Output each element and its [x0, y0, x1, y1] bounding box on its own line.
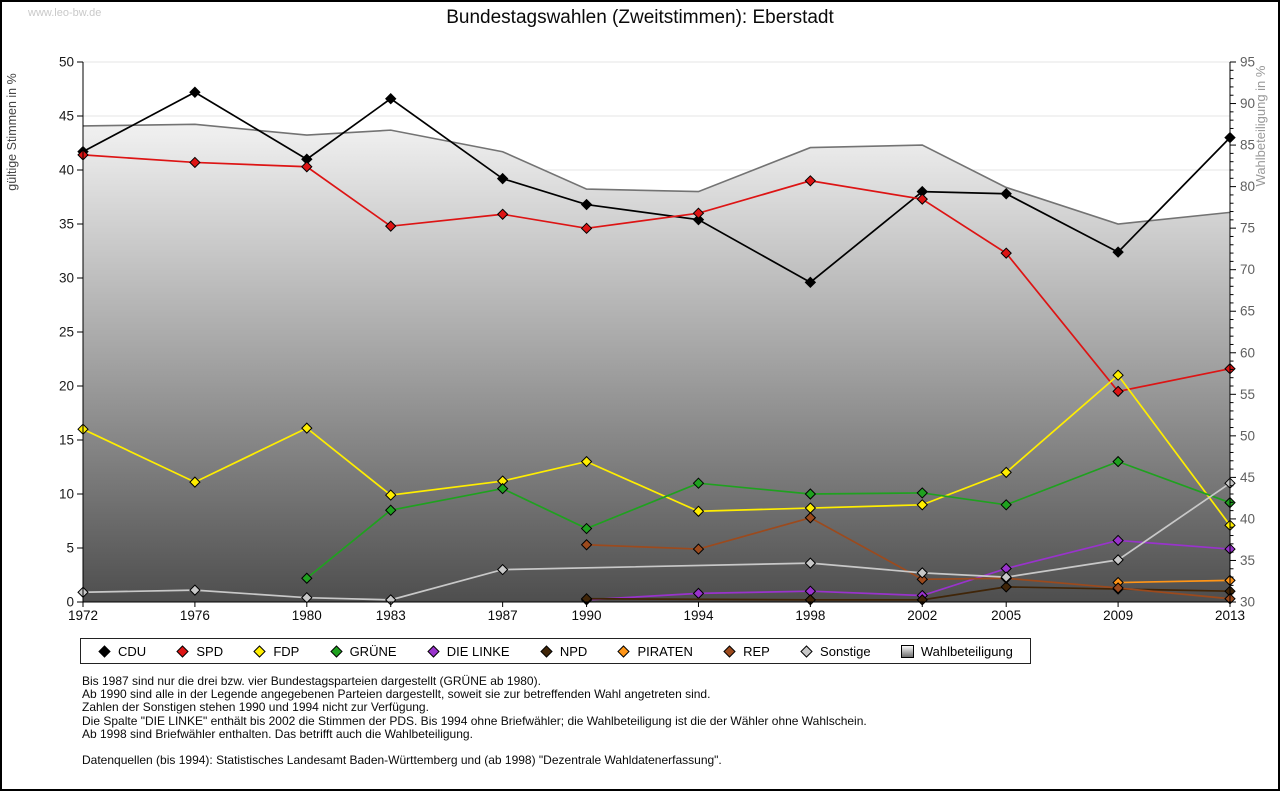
svg-text:1983: 1983 — [376, 608, 406, 623]
svg-text:1990: 1990 — [572, 608, 602, 623]
svg-text:20: 20 — [59, 379, 74, 394]
legend-swatch-rep — [723, 644, 736, 658]
svg-text:40: 40 — [1240, 511, 1255, 526]
legend: CDU SPD FDP GRÜNE DIE LINKE NPD PIRATEN REP Sons… — [80, 638, 1031, 664]
footnote-line-4: Die Spalte "DIE LINKE" enthält bis 2002 … — [82, 713, 867, 728]
svg-text:75: 75 — [1240, 221, 1255, 236]
legend-label: Sonstige — [820, 643, 871, 659]
legend-swatch-npd — [540, 644, 553, 658]
right-axis-title: Wahlbeteiligung in % — [1253, 65, 1268, 186]
svg-text:60: 60 — [1240, 345, 1255, 360]
legend-label: SPD — [196, 643, 224, 659]
svg-text:1994: 1994 — [683, 608, 714, 623]
svg-text:80: 80 — [1240, 179, 1255, 194]
legend-label: PIRATEN — [637, 643, 693, 659]
legend-label: CDU — [118, 643, 147, 659]
svg-text:10: 10 — [59, 487, 74, 502]
svg-text:15: 15 — [59, 433, 74, 448]
svg-text:2013: 2013 — [1215, 608, 1245, 623]
svg-text:40: 40 — [59, 163, 74, 178]
svg-text:25: 25 — [59, 325, 74, 340]
svg-text:1987: 1987 — [488, 608, 518, 623]
legend-item-fdp: FDP — [253, 644, 299, 659]
svg-text:1998: 1998 — [795, 608, 825, 623]
svg-text:1976: 1976 — [180, 608, 210, 623]
right-axis-tick-labels: 30 35 40 45 50 55 60 65 70 75 80 85 90 95 — [1240, 55, 1255, 610]
svg-text:50: 50 — [1240, 428, 1255, 443]
svg-text:65: 65 — [1240, 304, 1255, 319]
legend-label: DIE LINKE — [446, 643, 510, 659]
axes — [77, 61, 1236, 607]
svg-text:5: 5 — [66, 541, 74, 556]
legend-item-wahlbeteiligung: Wahlbeteiligung — [900, 643, 1013, 659]
legend-swatch-die-linke — [427, 644, 440, 658]
legend-item-die-linke: DIE LINKE — [427, 644, 510, 659]
left-axis-tick-labels: 0 5 10 15 20 25 30 35 40 45 50 — [59, 55, 74, 610]
svg-text:35: 35 — [1240, 553, 1255, 568]
turnout-area — [82, 123, 1231, 603]
legend-item-cdu: CDU — [98, 644, 146, 659]
data-source-line: Datenquellen (bis 1994): Statistisches L… — [82, 753, 722, 768]
legend-swatch-fdp — [253, 644, 267, 658]
legend-label: FDP — [273, 643, 300, 659]
svg-text:0: 0 — [66, 595, 74, 610]
footnote-line-2: Ab 1990 sind alle in der Legende angegeb… — [82, 687, 711, 702]
svg-text:30: 30 — [59, 271, 74, 286]
svg-text:50: 50 — [59, 55, 74, 70]
legend-item-grune: GRÜNE — [329, 643, 397, 659]
svg-text:55: 55 — [1240, 387, 1255, 402]
legend-label: GRÜNE — [349, 643, 397, 659]
svg-text:2009: 2009 — [1103, 608, 1133, 623]
legend-swatch-piraten — [617, 644, 631, 658]
svg-text:85: 85 — [1240, 138, 1255, 153]
svg-text:35: 35 — [59, 217, 74, 232]
legend-label: REP — [743, 643, 770, 659]
legend-item-spd: SPD — [176, 644, 223, 659]
svg-text:2002: 2002 — [907, 608, 937, 623]
svg-text:1972: 1972 — [68, 608, 98, 623]
svg-text:70: 70 — [1240, 262, 1255, 277]
legend-label: NPD — [559, 643, 588, 659]
footnote-line-5: Ab 1998 sind Briefwähler enthalten. Das … — [82, 726, 473, 741]
footnote-line-1: Bis 1987 sind nur die drei bzw. vier Bun… — [82, 674, 541, 688]
left-axis-title: gültige Stimmen in % — [5, 73, 19, 190]
legend-swatch-cdu — [98, 644, 111, 658]
svg-text:90: 90 — [1240, 96, 1255, 111]
footnote-line-3: Zahlen der Sonstigen stehen 1990 und 199… — [82, 700, 429, 715]
legend-swatch-sonstige — [800, 644, 813, 658]
svg-text:30: 30 — [1240, 595, 1255, 610]
legend-item-piraten: PIRATEN — [617, 643, 693, 659]
legend-swatch-spd — [176, 644, 190, 658]
chart-canvas: 0 5 10 15 20 25 30 35 40 45 50 30 35 40 45 50 55 60 65 70 75… — [5, 55, 1268, 624]
legend-label: Wahlbeteiligung — [920, 643, 1013, 659]
page-title: Bundestagswahlen (Zweitstimmen): Ebersta… — [446, 7, 834, 28]
svg-text:2005: 2005 — [991, 608, 1021, 623]
legend-item-sonstige: Sonstige — [800, 644, 871, 659]
legend-swatch-grune — [329, 644, 343, 658]
legend-swatch-wahlbeteiligung — [900, 644, 914, 658]
series-grune — [301, 455, 1236, 584]
footnotes: Bis 1987 sind nur die drei bzw. vier Bun… — [82, 674, 867, 768]
svg-text:45: 45 — [59, 109, 74, 124]
legend-item-rep: REP — [723, 644, 770, 659]
watermark-leo-bw: www.leo-bw.de — [28, 7, 102, 19]
svg-text:95: 95 — [1240, 55, 1255, 70]
legend-item-npd: NPD — [540, 644, 587, 659]
x-axis-tick-labels: 1972 1976 1980 1983 1987 1990 1994 1998 2002 2005… — [68, 608, 1245, 623]
svg-text:45: 45 — [1240, 470, 1255, 485]
svg-text:1980: 1980 — [292, 608, 322, 623]
